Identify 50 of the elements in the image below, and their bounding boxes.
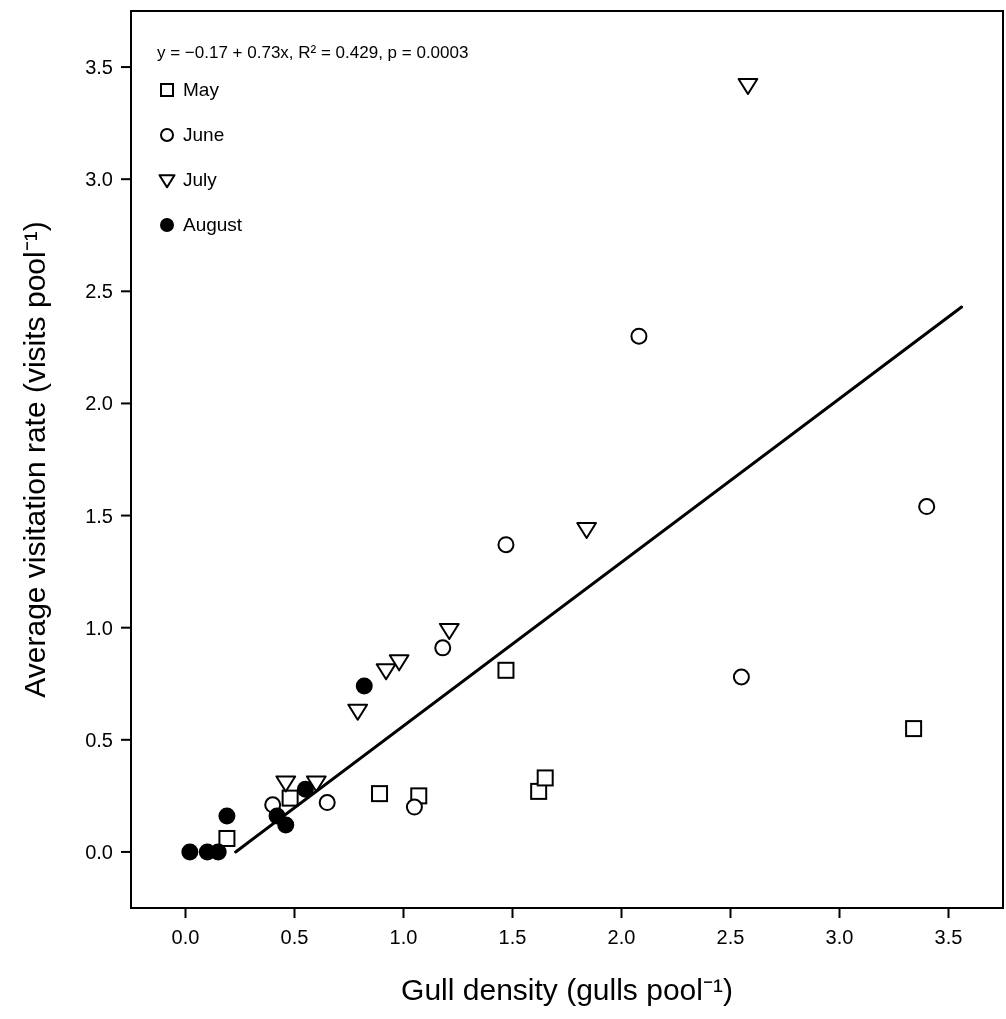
- point: [277, 816, 295, 834]
- x-tick-label: 2.0: [607, 926, 636, 948]
- point: [497, 536, 515, 554]
- y-tick-label: 2.5: [85, 280, 113, 303]
- point: [275, 775, 297, 793]
- point: [918, 498, 936, 516]
- point: [434, 639, 452, 657]
- point: [530, 782, 548, 800]
- legend-label: August: [183, 214, 243, 235]
- x-tick-label: 1.0: [389, 926, 418, 948]
- point: [281, 789, 299, 807]
- point: [905, 720, 923, 738]
- x-tick-label: 3.5: [934, 926, 963, 948]
- y-tick-label: 0.0: [85, 840, 113, 863]
- point: [305, 775, 327, 793]
- point: [536, 769, 554, 787]
- point: [347, 703, 369, 721]
- point: [497, 661, 515, 679]
- point: [355, 677, 373, 695]
- y-tick-label: 2.0: [85, 392, 113, 415]
- point: [181, 843, 199, 861]
- point: [576, 522, 597, 540]
- point: [318, 794, 336, 812]
- x-tick-label: 0.5: [280, 926, 309, 948]
- y-tick-label: 0.5: [85, 728, 113, 751]
- legend-label: May: [183, 79, 220, 100]
- point: [218, 807, 236, 825]
- legend-label: June: [183, 124, 225, 145]
- point: [732, 668, 750, 686]
- legend-label: July: [183, 169, 218, 190]
- y-tick-label: 3.0: [85, 168, 113, 191]
- annotation: y = −0.17 + 0.73x, R² = 0.429, p = 0.0003: [157, 43, 469, 62]
- point: [296, 780, 314, 798]
- x-tick-label: 1.5: [498, 926, 527, 948]
- x-axis-title: Gull density (gulls pool⁻¹): [401, 973, 733, 1006]
- point: [375, 663, 397, 681]
- y-tick-label: 3.5: [85, 56, 113, 79]
- y-axis-title: Average visitation rate (visits pool⁻¹): [18, 221, 51, 698]
- x-tick-label: 3.0: [825, 926, 854, 948]
- point: [405, 798, 423, 816]
- x-tick-label: 2.5: [716, 926, 745, 948]
- x-tick-label: 0.0: [171, 926, 200, 948]
- point: [630, 327, 648, 345]
- y-tick-label: 1.0: [85, 616, 113, 639]
- point: [371, 785, 389, 803]
- y-tick-label: 1.5: [85, 504, 113, 527]
- point: [438, 622, 460, 640]
- point: [218, 829, 236, 847]
- point: [388, 654, 410, 672]
- point: [737, 78, 759, 95]
